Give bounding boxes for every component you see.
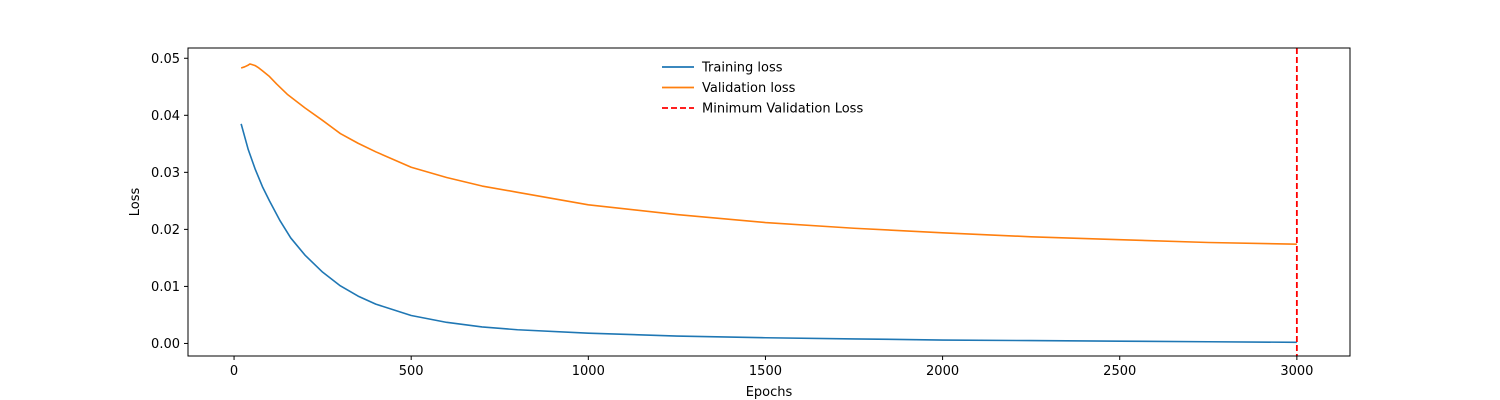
y-tick-label: 0.04	[151, 109, 180, 124]
legend: Training loss Validation loss Minimum Va…	[662, 61, 863, 117]
x-tick-label: 1000	[572, 364, 605, 379]
y-axis-ticks: 0.00 0.01 0.02 0.03 0.04 0.05	[151, 52, 188, 352]
x-tick-label: 2000	[926, 364, 959, 379]
series-line-training-loss	[240, 123, 1297, 344]
y-axis-label: Loss	[128, 188, 143, 217]
y-tick-label: 0.05	[151, 52, 180, 67]
y-tick-label: 0.02	[151, 223, 180, 238]
x-tick-label: 500	[399, 364, 424, 379]
y-tick-label: 0.03	[151, 166, 180, 181]
legend-label-training-loss: Training loss	[701, 61, 783, 76]
x-tick-label: 3000	[1280, 364, 1313, 379]
x-axis-ticks: 0 500 1000 1500 2000 2500 3000	[230, 356, 1313, 379]
legend-label-minimum-validation-loss: Minimum Validation Loss	[702, 102, 863, 117]
plot-frame	[187, 47, 1351, 357]
x-tick-label: 2500	[1103, 364, 1136, 379]
x-tick-label: 0	[230, 364, 238, 379]
series-line-validation-loss	[240, 63, 1297, 246]
x-tick-label: 1500	[749, 364, 782, 379]
plot-lines	[240, 48, 1298, 356]
x-axis-label: Epochs	[746, 385, 793, 400]
y-tick-label: 0.01	[151, 280, 180, 295]
legend-label-validation-loss: Validation loss	[702, 81, 796, 96]
y-tick-label: 0.00	[151, 337, 180, 352]
